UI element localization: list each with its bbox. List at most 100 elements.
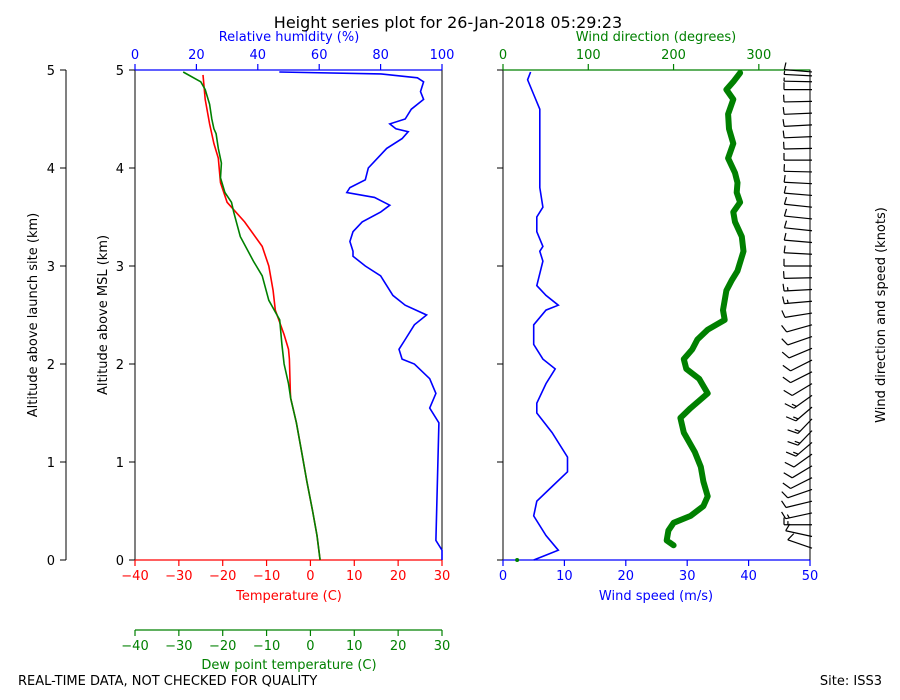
wind-barb [783, 62, 813, 73]
wind-barb [781, 324, 813, 333]
outer-y-tick-label: 4 [47, 162, 55, 177]
wind-speed-tick-label: 30 [679, 569, 696, 584]
wind-barb [781, 335, 813, 346]
wind-barb [783, 185, 813, 197]
wind-barb [782, 296, 813, 305]
wind-barb [783, 82, 812, 91]
left-y-tick-label: 1 [116, 456, 124, 471]
wind-barb [783, 220, 813, 232]
wind-speed-line [526, 71, 569, 561]
wind-barb [784, 453, 813, 468]
wind-barb [785, 441, 813, 457]
wind-direction-tick-label: 0 [499, 48, 507, 63]
temperature-tick-label: 10 [346, 569, 363, 584]
wind-barb [782, 371, 813, 384]
left-y-tick-label: 4 [116, 162, 124, 177]
wind-barb [783, 383, 813, 396]
wind-barb [783, 245, 813, 255]
wind-barb [783, 152, 812, 161]
left-y-tick-label: 2 [116, 358, 124, 373]
wind-barb [784, 394, 813, 409]
wind-barb [782, 477, 813, 490]
temperature-tick-label: −10 [253, 569, 280, 584]
wind-barb [782, 130, 813, 139]
wind-barb [783, 517, 812, 526]
outer-y-tick-label: 1 [47, 456, 55, 471]
wind-direction-start-point [515, 558, 520, 562]
left-y-tick-label: 3 [116, 260, 124, 275]
outer-y-tick-label: 3 [47, 260, 55, 275]
dewpoint-tick-label: −40 [121, 639, 148, 654]
wind-barb [783, 174, 813, 185]
outer-y-tick-label: 5 [47, 64, 55, 79]
wind-barb [785, 523, 813, 538]
dewpoint-tick-label: 10 [346, 639, 363, 654]
dewpoint-tick-label: 20 [390, 639, 407, 654]
wind-barb [782, 94, 813, 103]
wind-speed-axis-label: Wind speed (m/s) [599, 589, 713, 604]
wind-barb [782, 283, 813, 292]
msl-altitude-axis-label: Altitude above MSL (km) [96, 235, 111, 395]
wind-barb [782, 107, 813, 115]
wind-panel-frame [502, 69, 811, 561]
wind-direction-tick-label: 300 [746, 48, 771, 63]
temperature-axis-label: Temperature (C) [235, 589, 342, 604]
dewpoint-tick-label: −20 [209, 639, 236, 654]
humidity-axis-label: Relative humidity (%) [219, 30, 360, 45]
wind-barb [783, 258, 812, 267]
temperature-tick-label: −20 [209, 569, 236, 584]
humidity-tick-label: 60 [311, 48, 328, 63]
wind-speed-tick-label: 0 [499, 569, 507, 584]
wind-speed-tick-label: 20 [618, 569, 635, 584]
wind-barb [787, 418, 813, 434]
wind-barb [781, 500, 813, 509]
wind-barb [781, 310, 813, 318]
left-y-tick-label: 5 [116, 64, 124, 79]
wind-barb [782, 271, 813, 279]
temperature-tick-label: 20 [390, 569, 407, 584]
dewpoint-axis-label: Dew point temperature (C) [201, 658, 376, 673]
site-label: Site: ISS3 [819, 674, 882, 689]
wind-barb [783, 164, 813, 173]
chart-title: Height series plot for 26-Jan-2018 05:29… [274, 13, 622, 32]
wind-barbs-axis-label: Wind direction and speed (knots) [874, 207, 889, 423]
wind-direction-axis-label: Wind direction (degrees) [576, 30, 736, 45]
wind-barb [785, 406, 813, 422]
humidity-line [279, 71, 443, 560]
wind-barb [783, 208, 813, 220]
wind-direction-tick-label: 100 [576, 48, 601, 63]
wind-barb [783, 77, 813, 83]
dewpoint-tick-label: 30 [434, 639, 451, 654]
dewpoint-tick-label: 0 [306, 639, 314, 654]
humidity-tick-label: 100 [430, 48, 455, 63]
outer-altitude-axis-label: Altitude above launch site (km) [26, 213, 41, 417]
wind-barb [781, 488, 813, 499]
thermo-panel: 0 1 2 3 4 5 Altitude above MSL (km) −40 −30 −20… [96, 30, 454, 673]
wind-speed-tick-label: 40 [740, 569, 757, 584]
left-y-tick-label: 0 [116, 554, 124, 569]
temperature-tick-label: −30 [165, 569, 192, 584]
outer-altitude-axis: 0 1 2 3 4 5 Altitude above launch site (km) [26, 64, 67, 569]
humidity-tick-label: 20 [188, 48, 205, 63]
wind-direction-tick-label: 200 [661, 48, 686, 63]
wind-barb [783, 70, 813, 77]
dewpoint-tick-label: −10 [253, 639, 280, 654]
humidity-tick-label: 40 [250, 48, 267, 63]
wind-speed-tick-label: 10 [556, 569, 573, 584]
wind-barb [783, 197, 813, 208]
humidity-tick-label: 80 [372, 48, 389, 63]
wind-barb [782, 119, 813, 127]
thermo-panel-frame [134, 69, 443, 561]
wind-barb [783, 232, 813, 244]
dewpoint-line [182, 71, 321, 561]
wind-barb [787, 430, 813, 446]
temperature-line [202, 74, 321, 561]
outer-y-tick-label: 2 [47, 358, 55, 373]
dewpoint-tick-label: −30 [165, 639, 192, 654]
wind-direction-line [663, 69, 747, 549]
wind-panel: 0 10 20 30 40 50 Wind speed (m/s) 0 100 200 300 … [497, 30, 889, 604]
outer-y-tick-label: 0 [47, 554, 55, 569]
wind-barb [782, 359, 813, 372]
wind-barb [781, 347, 813, 359]
